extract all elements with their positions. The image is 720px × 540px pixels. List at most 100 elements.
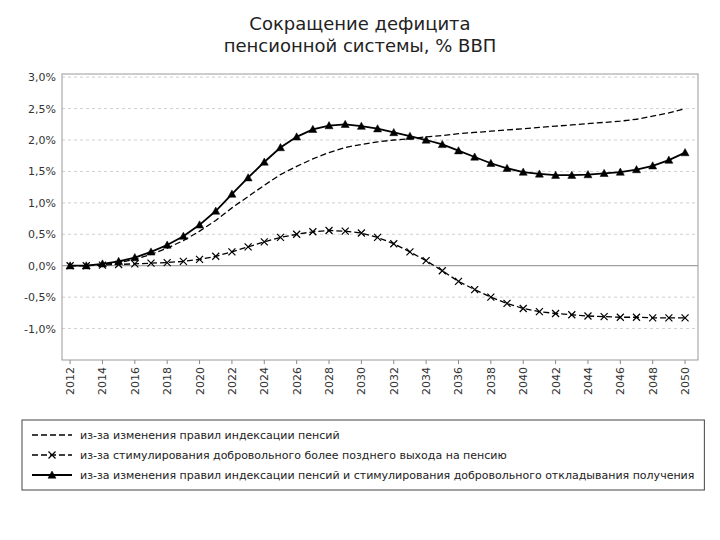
point-marker [406,132,414,139]
legend-frame [22,420,704,490]
point-marker [244,174,252,181]
point-marker [471,153,479,160]
point-marker [309,125,317,132]
point-marker [163,241,171,248]
point-marker [617,314,624,321]
title: Сокращение дефицитапенсионной системы, %… [224,13,497,56]
grid-line [62,140,698,141]
point-marker [228,190,236,197]
x-tick [587,360,588,364]
point-marker [358,230,365,237]
plot-frame [62,74,698,360]
point-marker [196,256,203,263]
point-marker [147,248,155,255]
y-tick-label: 2,0% [28,134,56,147]
y-grid [62,77,698,328]
point-marker [309,228,316,235]
y-tick-label: 0,5% [28,228,56,241]
point-marker [148,260,155,267]
point-marker [406,248,413,255]
x-tick [685,360,686,364]
point-marker [374,125,382,132]
legend-label: из-за изменения правил индексации пенсий [80,429,340,442]
grid-line [62,297,698,298]
point-marker [180,258,187,265]
x-tick [620,360,621,364]
point-marker [245,243,252,250]
legend-marker [49,452,56,459]
y-tick-label: 0,0% [28,260,56,273]
x-tick-label: 2026 [291,367,304,395]
point-marker [520,305,527,312]
point-marker [196,221,204,228]
grid-line [62,108,698,109]
x-tick-label: 2012 [64,367,77,395]
point-marker [422,136,430,143]
x-tick [134,360,135,364]
point-marker [357,122,365,129]
point-marker [131,260,138,267]
legend-label: из-за изменения правил индексации пенсий… [80,469,694,482]
point-marker [682,314,689,321]
point-marker [67,262,74,269]
grid-line [62,77,698,78]
point-marker [681,149,689,156]
x-tick-label: 2020 [194,367,207,395]
x-tick-label: 2024 [258,367,271,395]
point-marker [616,168,624,175]
point-marker [98,260,106,267]
point-marker [649,314,656,321]
x-tick [199,360,200,364]
point-marker [326,227,333,234]
point-marker [261,238,268,245]
x-tick [555,360,556,364]
x-tick [231,360,232,364]
point-marker [325,122,333,129]
point-marker [504,300,511,307]
x-tick [458,360,459,364]
x-tick-label: 2050 [679,367,692,395]
point-marker [439,267,446,274]
point-marker [66,262,74,269]
x-tick [102,360,103,364]
legend-label: из-за стимулирования добровольного более… [80,449,507,462]
point-marker [276,144,284,151]
x-tick-label: 2044 [582,367,595,395]
grid-line [62,265,698,266]
x-tick [264,360,265,364]
x-tick-label: 2036 [452,367,465,395]
y-tick-label: -1,0% [24,323,56,336]
point-marker [228,248,235,255]
point-marker [115,257,123,264]
y-tick-label: 1,0% [28,197,56,210]
x-tick [329,360,330,364]
grid-line [62,202,698,203]
legend-swatch [32,434,72,435]
point-marker [568,311,575,318]
series-line [70,109,685,266]
grid-line [62,328,698,329]
x-tick [70,360,71,364]
point-marker [164,259,171,266]
x-tick [652,360,653,364]
x-tick [523,360,524,364]
point-marker [454,147,462,154]
point-marker [277,234,284,241]
x-tick-label: 2040 [517,367,530,395]
point-marker [212,207,220,214]
y-tick-label: 2,5% [28,103,56,116]
point-marker [665,314,672,321]
x-tick-label: 2028 [323,367,336,395]
x-tick-label: 2018 [161,367,174,395]
point-marker [293,133,301,140]
point-marker [487,294,494,301]
point-marker [584,171,592,178]
point-marker [519,168,527,175]
point-marker [584,313,591,320]
point-marker [390,128,398,135]
x-tick-label: 2022 [226,367,239,395]
point-marker [455,278,462,285]
point-marker [633,314,640,321]
x-tick [426,360,427,364]
x-tick-label: 2038 [485,367,498,395]
